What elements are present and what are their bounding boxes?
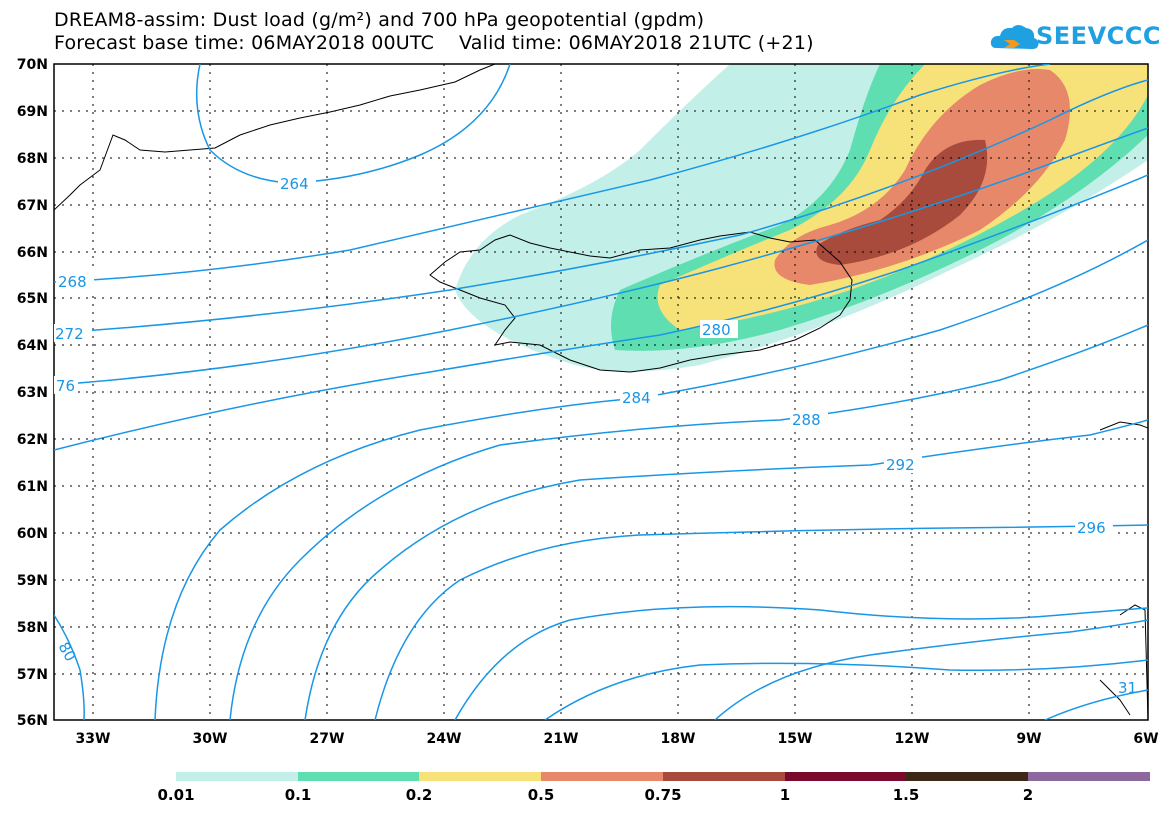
dust-load-shading xyxy=(455,64,1148,372)
contour-280 xyxy=(54,174,1148,451)
lon-label: 15W xyxy=(778,731,813,747)
contour-label-288: 288 xyxy=(792,411,821,429)
colorbar-swatch xyxy=(1028,772,1150,781)
colorbar xyxy=(176,772,1150,781)
map-title: DREAM8-assim: Dust load (g/m²) and 700 h… xyxy=(54,9,705,31)
contour-272 xyxy=(54,79,1148,334)
lon-label: 24W xyxy=(427,731,462,747)
colorbar-swatch xyxy=(419,772,541,781)
lon-label: 12W xyxy=(895,731,930,747)
contour-label-268: 268 xyxy=(58,273,87,291)
lat-label: 61N xyxy=(17,479,48,495)
lon-label: 6W xyxy=(1133,731,1158,747)
iceland-coast xyxy=(429,231,853,373)
contour-300 xyxy=(454,605,1148,720)
lat-label: 68N xyxy=(17,151,48,167)
latitude-labels: 70N 69N 68N 67N 66N 65N 64N 63N 62N 61N … xyxy=(17,57,48,729)
lat-label: 63N xyxy=(17,385,48,401)
contour-296 xyxy=(374,524,1148,720)
colorbar-swatch xyxy=(176,772,298,781)
contour-288 xyxy=(229,324,1148,720)
lat-label: 57N xyxy=(17,667,48,683)
lon-label: 9W xyxy=(1016,731,1041,747)
contour-276 xyxy=(54,127,1148,386)
contour-280-left xyxy=(54,614,85,720)
lat-label: 60N xyxy=(17,526,48,542)
lat-label: 67N xyxy=(17,198,48,214)
colorbar-label: 0.5 xyxy=(527,786,555,804)
contour-label-264: 264 xyxy=(280,175,309,193)
lon-label: 30W xyxy=(193,731,228,747)
colorbar-label: 1 xyxy=(779,786,791,804)
colorbar-swatch xyxy=(541,772,663,781)
colorbar-label: 0.2 xyxy=(405,786,433,804)
colorbar-label: 0.01 xyxy=(157,786,195,804)
contour-labels: 264 268 272 76 280 284 288 292 296 80 31 xyxy=(54,174,1137,697)
contour-312 xyxy=(1044,689,1148,720)
lon-label: 18W xyxy=(661,731,696,747)
contour-268 xyxy=(54,64,1051,283)
colorbar-swatch xyxy=(663,772,785,781)
contour-304 xyxy=(544,659,1148,720)
lat-label: 62N xyxy=(17,432,48,448)
contour-label-272: 272 xyxy=(55,325,84,343)
contour-label-280: 280 xyxy=(702,321,731,339)
contour-label-276: 76 xyxy=(56,377,75,395)
colorbar-label: 1.5 xyxy=(892,786,920,804)
colorbar-swatch xyxy=(298,772,419,781)
geopotential-contours xyxy=(54,64,1148,720)
lat-label: 59N xyxy=(17,573,48,589)
contour-292 xyxy=(304,419,1148,720)
lat-label: 65N xyxy=(17,291,48,307)
colorbar-label: 0.75 xyxy=(644,786,682,804)
lon-label: 21W xyxy=(544,731,579,747)
contour-label-292: 292 xyxy=(886,456,915,474)
lon-label: 33W xyxy=(76,731,111,747)
contour-308 xyxy=(714,619,1148,720)
cloud-icon xyxy=(990,25,1039,49)
contour-264 xyxy=(195,64,511,184)
lat-label: 64N xyxy=(17,338,48,354)
lat-label: 69N xyxy=(17,104,48,120)
lat-label: 58N xyxy=(17,620,48,636)
colorbar-swatch xyxy=(906,772,1028,781)
forecast-time-subtitle: Forecast base time: 06MAY2018 00UTC Vali… xyxy=(54,32,814,54)
contour-label-296: 296 xyxy=(1077,519,1106,537)
lat-label: 56N xyxy=(17,713,48,729)
colorbar-swatch xyxy=(785,772,906,781)
contour-label-280-left: 80 xyxy=(55,639,80,665)
contour-label-284: 284 xyxy=(622,389,651,407)
colorbar-label: 0.1 xyxy=(284,786,312,804)
lat-label: 66N xyxy=(17,245,48,261)
dust-level-0.75 xyxy=(816,139,988,265)
longitude-labels: 33W 30W 27W 24W 21W 18W 15W 12W 9W 6W xyxy=(76,731,1159,747)
lon-label: 27W xyxy=(310,731,345,747)
faroe-norway-coast xyxy=(1099,421,1148,431)
greenland-coast xyxy=(54,64,496,211)
logo-text: SEEVCCC xyxy=(1036,22,1161,50)
contour-label-31: 31 xyxy=(1118,679,1137,697)
map-gridlines xyxy=(54,64,1148,720)
contour-284 xyxy=(154,239,1148,720)
lat-label: 70N xyxy=(17,57,48,73)
colorbar-label: 2 xyxy=(1022,786,1034,804)
